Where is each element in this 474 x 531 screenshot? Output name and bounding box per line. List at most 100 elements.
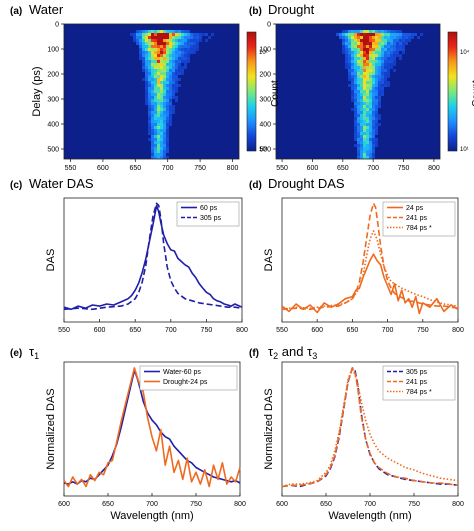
heat-cell	[351, 36, 354, 39]
heat-cell	[351, 30, 354, 33]
heat-cell	[160, 84, 163, 87]
heat-cell	[372, 144, 375, 147]
legend-label: 305 ps	[200, 215, 222, 222]
heat-cell	[402, 36, 405, 39]
heat-cell	[399, 48, 402, 51]
heat-cell	[166, 66, 169, 69]
heat-cell	[169, 93, 172, 96]
heat-cell	[357, 153, 360, 156]
heat-cell	[166, 108, 169, 111]
heat-cell	[363, 33, 366, 36]
heat-cell	[369, 39, 372, 42]
heat-cell	[351, 45, 354, 48]
heat-cell	[345, 30, 348, 33]
heat-cell	[154, 138, 157, 141]
heat-cell	[366, 138, 369, 141]
heat-cell	[399, 33, 402, 36]
panel-d-title: (d) Drought DAS	[249, 176, 345, 191]
heat-cell	[360, 108, 363, 111]
heat-cell	[345, 48, 348, 51]
heat-cell	[351, 66, 354, 69]
heat-cell	[372, 105, 375, 108]
heat-cell	[384, 30, 387, 33]
heat-cell	[360, 147, 363, 150]
heat-cell	[157, 117, 160, 120]
heat-cell	[384, 78, 387, 81]
heat-cell	[157, 63, 160, 66]
heat-cell	[169, 105, 172, 108]
heat-cell	[175, 72, 178, 75]
heat-cell	[351, 108, 354, 111]
heat-cell	[139, 51, 142, 54]
heat-cell	[381, 48, 384, 51]
heat-cell	[160, 147, 163, 150]
heat-cell	[157, 87, 160, 90]
heat-cell	[372, 39, 375, 42]
heat-cell	[378, 102, 381, 105]
heat-cell	[187, 57, 190, 60]
heat-cell	[172, 81, 175, 84]
heat-cell	[411, 33, 414, 36]
heat-cell	[151, 66, 154, 69]
heat-cell	[393, 69, 396, 72]
heat-cell	[378, 99, 381, 102]
heat-cell	[372, 60, 375, 63]
heat-cell	[163, 129, 166, 132]
heat-cell	[393, 42, 396, 45]
heat-cell	[357, 114, 360, 117]
x-tick-label: 650	[129, 327, 141, 334]
heat-cell	[369, 150, 372, 153]
heat-cell	[378, 42, 381, 45]
heat-cell	[157, 150, 160, 153]
heat-cell	[154, 150, 157, 153]
heat-cell	[360, 156, 363, 159]
heat-cell	[405, 33, 408, 36]
heat-cell	[348, 51, 351, 54]
heat-cell	[178, 63, 181, 66]
heat-cell	[178, 60, 181, 63]
heat-cell	[363, 126, 366, 129]
x-tick-label: 700	[165, 327, 177, 334]
heat-cell	[363, 150, 366, 153]
series-line-1	[281, 202, 459, 311]
heat-cell	[390, 54, 393, 57]
heat-cell	[360, 48, 363, 51]
heat-cell	[348, 36, 351, 39]
panel-d-title-text: Drought DAS	[268, 176, 345, 191]
heat-cell	[390, 42, 393, 45]
heat-cell	[390, 66, 393, 69]
heat-cell	[366, 60, 369, 63]
heat-cell	[372, 135, 375, 138]
heat-cell	[172, 48, 175, 51]
heat-cell	[151, 144, 154, 147]
heat-cell	[375, 75, 378, 78]
heat-cell	[163, 132, 166, 135]
heat-cell	[169, 42, 172, 45]
heat-cell	[145, 63, 148, 66]
heat-cell	[172, 105, 175, 108]
heat-cell	[336, 33, 339, 36]
heat-cell	[169, 102, 172, 105]
heat-cell	[375, 102, 378, 105]
heat-cell	[366, 120, 369, 123]
heat-cell	[172, 45, 175, 48]
heat-cell	[163, 48, 166, 51]
heat-cell	[360, 60, 363, 63]
heat-cell	[148, 96, 151, 99]
heat-cell	[402, 51, 405, 54]
heat-cell	[178, 48, 181, 51]
heat-cell	[363, 132, 366, 135]
heat-cell	[366, 63, 369, 66]
heat-cell	[384, 57, 387, 60]
legend-label: 241 ps	[406, 379, 428, 386]
heat-cell	[151, 132, 154, 135]
heat-cell	[175, 84, 178, 87]
heat-cell	[357, 57, 360, 60]
heat-cell	[363, 141, 366, 144]
heat-cell	[160, 87, 163, 90]
heat-cell	[187, 36, 190, 39]
heat-cell	[157, 141, 160, 144]
heatmap-layer	[61, 23, 458, 162]
heat-cell	[405, 39, 408, 42]
heat-cell	[163, 102, 166, 105]
